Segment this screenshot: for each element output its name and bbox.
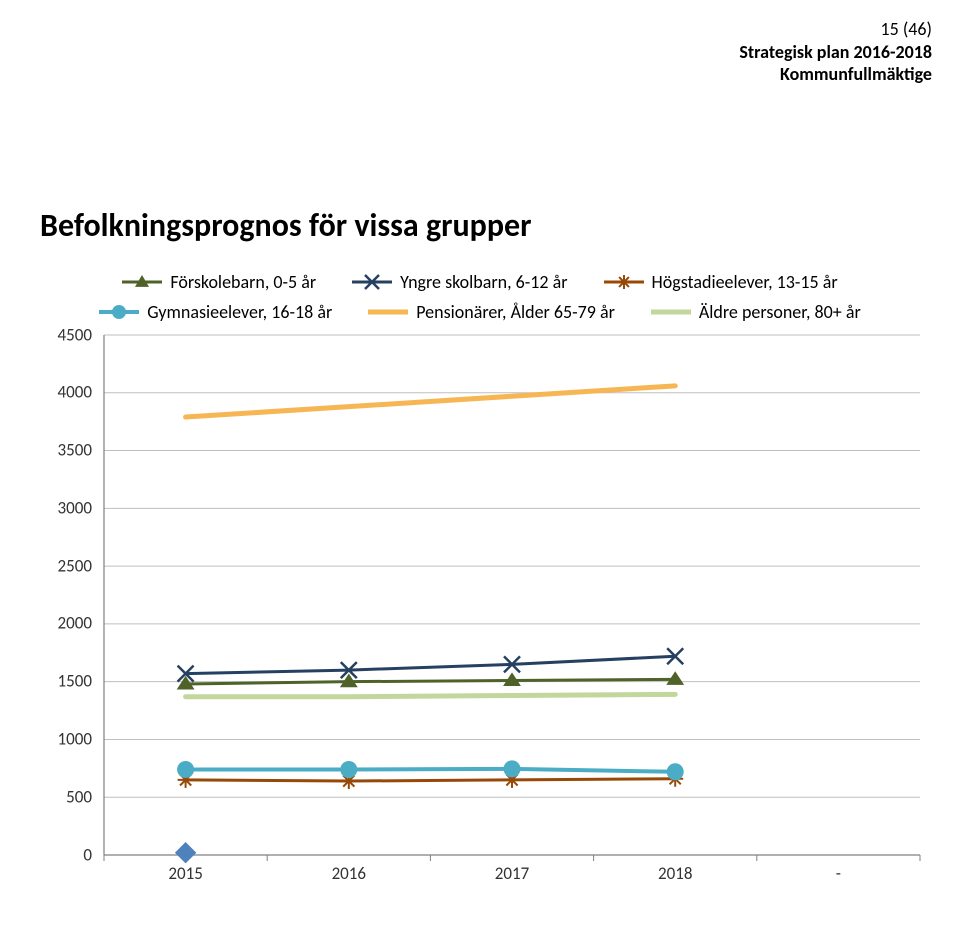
legend-label: Förskolebarn, 0-5 år bbox=[170, 271, 316, 293]
legend-item: Pensionärer, Ålder 65-79 år bbox=[368, 297, 615, 327]
x-tick-label: 2015 bbox=[104, 855, 267, 895]
x-axis: 2015201620172018- bbox=[104, 855, 920, 895]
chart-area: 050010001500200025003000350040004500 201… bbox=[40, 335, 920, 895]
x-tick-label: 2018 bbox=[594, 855, 757, 895]
y-tick-label: 0 bbox=[40, 844, 92, 865]
legend-item: Gymnasieelever, 16-18 år bbox=[99, 297, 332, 327]
plot bbox=[104, 335, 920, 855]
legend-item: Äldre personer, 80+ år bbox=[651, 297, 861, 327]
legend-label: Gymnasieelever, 16-18 år bbox=[147, 301, 332, 323]
y-axis: 050010001500200025003000350040004500 bbox=[40, 335, 100, 855]
y-tick-label: 2500 bbox=[40, 555, 92, 576]
y-tick-label: 3500 bbox=[40, 440, 92, 461]
legend: Förskolebarn, 0-5 år Yngre skolbarn, 6-12… bbox=[40, 263, 920, 335]
y-tick-label: 2000 bbox=[40, 613, 92, 634]
chart: Förskolebarn, 0-5 år Yngre skolbarn, 6-12… bbox=[40, 263, 920, 895]
plot-svg bbox=[104, 335, 920, 855]
page-header: 15 (46) Strategisk plan 2016-2018 Kommun… bbox=[40, 18, 932, 86]
header-line-3: Kommunfullmäktige bbox=[40, 63, 932, 86]
y-tick-label: 4000 bbox=[40, 382, 92, 403]
y-tick-label: 4500 bbox=[40, 324, 92, 345]
y-tick-label: 3000 bbox=[40, 497, 92, 518]
legend-label: Pensionärer, Ålder 65-79 år bbox=[416, 301, 615, 323]
y-tick-label: 1500 bbox=[40, 671, 92, 692]
legend-label: Äldre personer, 80+ år bbox=[699, 301, 861, 323]
x-tick-label: 2017 bbox=[430, 855, 593, 895]
legend-item: Yngre skolbarn, 6-12 år bbox=[352, 267, 567, 297]
legend-item: Förskolebarn, 0-5 år bbox=[122, 267, 316, 297]
legend-label: Högstadieelever, 13-15 år bbox=[652, 271, 838, 293]
page-number: 15 (46) bbox=[40, 18, 932, 41]
legend-item: Högstadieelever, 13-15 år bbox=[604, 267, 838, 297]
y-tick-label: 1000 bbox=[40, 728, 92, 749]
chart-title: Befolkningsprognos för vissa grupper bbox=[40, 206, 932, 245]
x-tick-label: - bbox=[757, 855, 920, 895]
x-tick-label: 2016 bbox=[267, 855, 430, 895]
header-line-2: Strategisk plan 2016-2018 bbox=[40, 41, 932, 64]
y-tick-label: 500 bbox=[40, 786, 92, 807]
legend-label: Yngre skolbarn, 6-12 år bbox=[400, 271, 567, 293]
